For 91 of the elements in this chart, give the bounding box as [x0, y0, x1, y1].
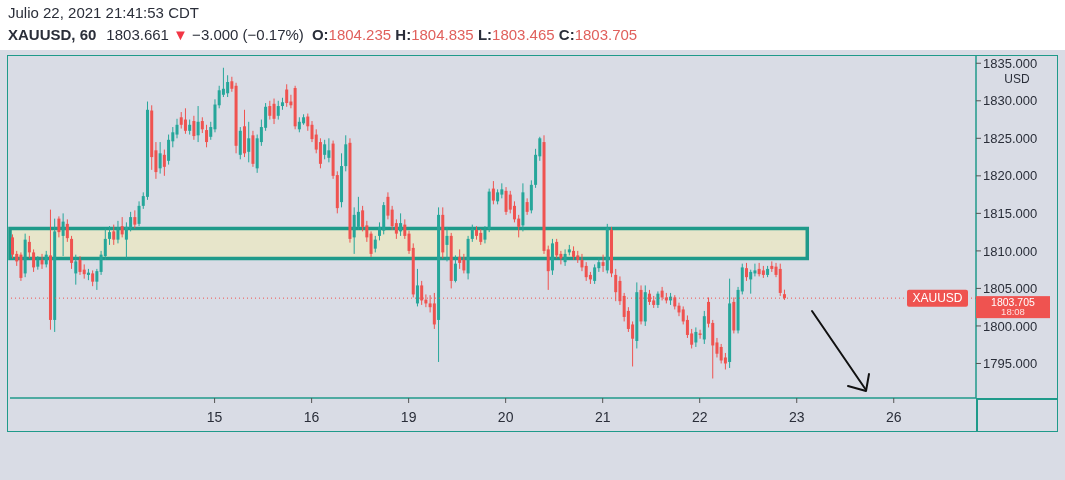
candlestick	[403, 218, 407, 240]
x-tick-label: 22	[691, 409, 708, 425]
candlestick	[192, 115, 196, 141]
candlestick	[226, 74, 230, 98]
candlestick	[268, 100, 272, 121]
candlestick	[27, 235, 31, 259]
x-tick-label: 16	[303, 409, 320, 425]
candlestick	[112, 224, 116, 246]
y-tick-label: 1835.000	[983, 55, 1038, 71]
y-tick-label: 1825.000	[983, 130, 1038, 146]
candlestick	[399, 212, 403, 237]
candlestick	[95, 268, 99, 291]
y-tick-label: 1815.000	[983, 205, 1038, 221]
x-tick-label: 15	[206, 409, 223, 425]
candlestick	[749, 269, 753, 295]
candlestick	[61, 212, 65, 257]
candlestick	[445, 226, 449, 262]
x-tick-label: 23	[788, 409, 805, 425]
candlestick	[32, 248, 36, 273]
chart-subtitle: 1803.661 ▼ −3.000 (−0.17%)	[106, 26, 304, 43]
candlestick	[517, 214, 521, 238]
y-axis-title: USD	[1004, 72, 1030, 86]
candlestick	[458, 248, 462, 270]
candlestick	[698, 329, 702, 340]
candlestick	[272, 98, 276, 125]
ref-line-label: XAUUSD	[912, 291, 963, 306]
candlestick	[108, 225, 112, 246]
candlestick	[584, 261, 588, 282]
candlestick	[57, 215, 61, 238]
candlestick	[196, 105, 200, 143]
candlestick	[183, 107, 187, 135]
text: 18:08	[1001, 306, 1025, 318]
candlestick	[462, 253, 466, 274]
y-tick-label: 1820.000	[983, 168, 1038, 184]
candlestick	[205, 124, 209, 148]
candlestick	[318, 137, 322, 169]
candlestick	[137, 200, 141, 227]
candlestick	[453, 254, 457, 283]
candlestick	[390, 205, 394, 231]
candlestick	[11, 233, 14, 259]
candlestick	[563, 248, 567, 267]
candlestick	[593, 263, 597, 285]
x-tick-label: 19	[400, 409, 417, 425]
text: Julio 22, 2021 21:41:53 CDT	[8, 4, 199, 21]
candlestick	[344, 134, 348, 172]
y-tick-label: 1805.000	[983, 281, 1038, 297]
candlestick	[162, 149, 166, 177]
x-tick-label: 21	[594, 409, 611, 425]
candlestick	[276, 100, 280, 121]
candlestick	[504, 186, 508, 216]
candlestick	[555, 238, 559, 259]
x-tick-label: 20	[497, 409, 514, 425]
candlestick	[323, 139, 327, 160]
candlestick	[158, 141, 162, 175]
candlestick	[601, 254, 605, 273]
candlestick	[719, 343, 723, 364]
candlestick	[580, 253, 584, 272]
x-tick-label: 26	[885, 409, 902, 425]
candlestick	[217, 85, 221, 109]
candlestick	[116, 220, 120, 244]
candlestick	[415, 268, 419, 307]
candlestick	[167, 134, 171, 166]
candlestick	[230, 76, 234, 93]
candlestick	[133, 209, 137, 229]
candlestick	[247, 121, 251, 163]
candlestick	[491, 180, 495, 205]
candlestick	[65, 218, 69, 243]
text: 1803.705	[991, 295, 1036, 308]
candlestick	[753, 263, 757, 277]
y-tick-label: 1830.000	[983, 93, 1038, 109]
candlestick	[327, 137, 331, 163]
candlestick	[120, 216, 124, 238]
candlestick	[677, 302, 681, 317]
candlestick	[78, 255, 82, 276]
candlestick	[702, 310, 706, 345]
candlestick	[694, 326, 698, 348]
candlestick	[175, 118, 179, 139]
chart-title: XAUUSD, 60	[8, 26, 97, 43]
candlestick	[19, 251, 23, 282]
candlestick	[352, 206, 356, 255]
candlestick	[74, 254, 78, 286]
candlestick	[124, 221, 128, 259]
y-tick-label: 1810.000	[983, 243, 1038, 259]
y-tick-label: 1800.000	[983, 318, 1038, 334]
candlestick	[369, 230, 373, 258]
text: O:1804.235 H:1804.835 L:1803.465 C:1803.705	[311, 26, 638, 43]
candlestick	[386, 191, 390, 220]
candlestick	[285, 83, 289, 108]
y-tick-label: 1795.000	[983, 356, 1038, 372]
candlestick	[744, 262, 748, 282]
candlestick	[757, 262, 761, 277]
